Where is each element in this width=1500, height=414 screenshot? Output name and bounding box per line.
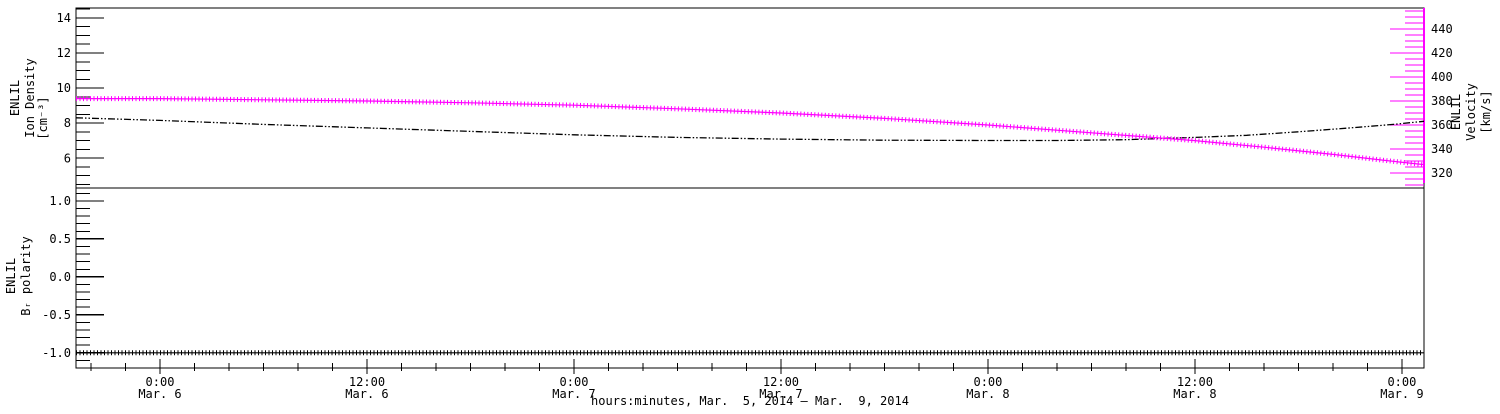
density-y-tick-label: 6 (64, 151, 71, 165)
density-panel-frame (75, 7, 1425, 189)
polarity-axis-label-line2: Bᵣ polarity (19, 236, 33, 316)
x-tick-label-time: 12:00 (349, 375, 385, 389)
polarity-y-tick-label: 1.0 (49, 194, 71, 208)
density-axis-label-line1: ENLIL (8, 79, 22, 117)
polarity-axis-label: ENLIL Bᵣ polarity (4, 206, 36, 346)
velocity-y-tick-label: 420 (1431, 46, 1453, 60)
polarity-y-tick-label: 0.5 (49, 232, 71, 246)
velocity-axis-label-line1: ENLIL (1449, 93, 1463, 131)
panel-frames (75, 7, 1425, 369)
x-tick-label-date: Mar. 7 (552, 387, 595, 401)
x-tick-label-date: Mar. 7 (759, 387, 802, 401)
density-axis-unit: [cm⁻³] (36, 96, 50, 140)
polarity-axis-label-line1: ENLIL (4, 257, 18, 295)
x-tick-label-time: 12:00 (1177, 375, 1213, 389)
x-tick-label-time: 0:00 (560, 375, 589, 389)
velocity-series-markers (76, 96, 1425, 168)
x-tick-label-date: Mar. 8 (1173, 387, 1216, 401)
velocity-y-tick-label: 440 (1431, 22, 1453, 36)
density-y-tick-label: 14 (57, 11, 71, 25)
x-tick-label-date: Mar. 9 (1380, 387, 1423, 401)
polarity-y-tick-label: -1.0 (42, 346, 71, 360)
velocity-y-tick-label: 400 (1431, 70, 1453, 84)
density-y-tick-label: 8 (64, 116, 71, 130)
velocity-y-tick-label: 320 (1431, 166, 1453, 180)
density-y-tick-label: 12 (57, 46, 71, 60)
x-tick-label-date: Mar. 6 (345, 387, 388, 401)
x-axis-title: hours:minutes, Mar. 5, 2014 – Mar. 9, 20… (591, 394, 909, 408)
x-tick-label-date: Mar. 6 (138, 387, 181, 401)
x-tick-label-time: 0:00 (146, 375, 175, 389)
x-tick-label-date: Mar. 8 (966, 387, 1009, 401)
density-y-tick-label: 10 (57, 81, 71, 95)
velocity-y-tick-label: 360 (1431, 118, 1453, 132)
polarity-panel-frame (75, 187, 1425, 369)
velocity-axis-label-line3: [km/s] (1479, 90, 1493, 134)
ion-density-series (75, 117, 1425, 142)
polarity-y-tick-label: -0.5 (42, 308, 71, 322)
x-tick-label-time: 0:00 (973, 375, 1002, 389)
x-tick-label-time: 12:00 (763, 375, 799, 389)
data-series (75, 96, 1425, 356)
x-tick-label-time: 0:00 (1387, 375, 1416, 389)
polarity-y-tick-label: 0.0 (49, 270, 71, 284)
velocity-axis-label-line2: Velocity (1464, 83, 1478, 141)
velocity-y-tick-label: 340 (1431, 142, 1453, 156)
axis-ticks (76, 8, 1425, 374)
tick-labels: 6 8 10 12 14 320 340 360 380 400 420 440 -1.0 -0.5 0.0… (42, 11, 1453, 401)
velocity-axis-label: ENLIL Velocity [km/s] (1449, 52, 1495, 172)
velocity-y-tick-label: 380 (1431, 94, 1453, 108)
velocity-series (76, 98, 1425, 166)
